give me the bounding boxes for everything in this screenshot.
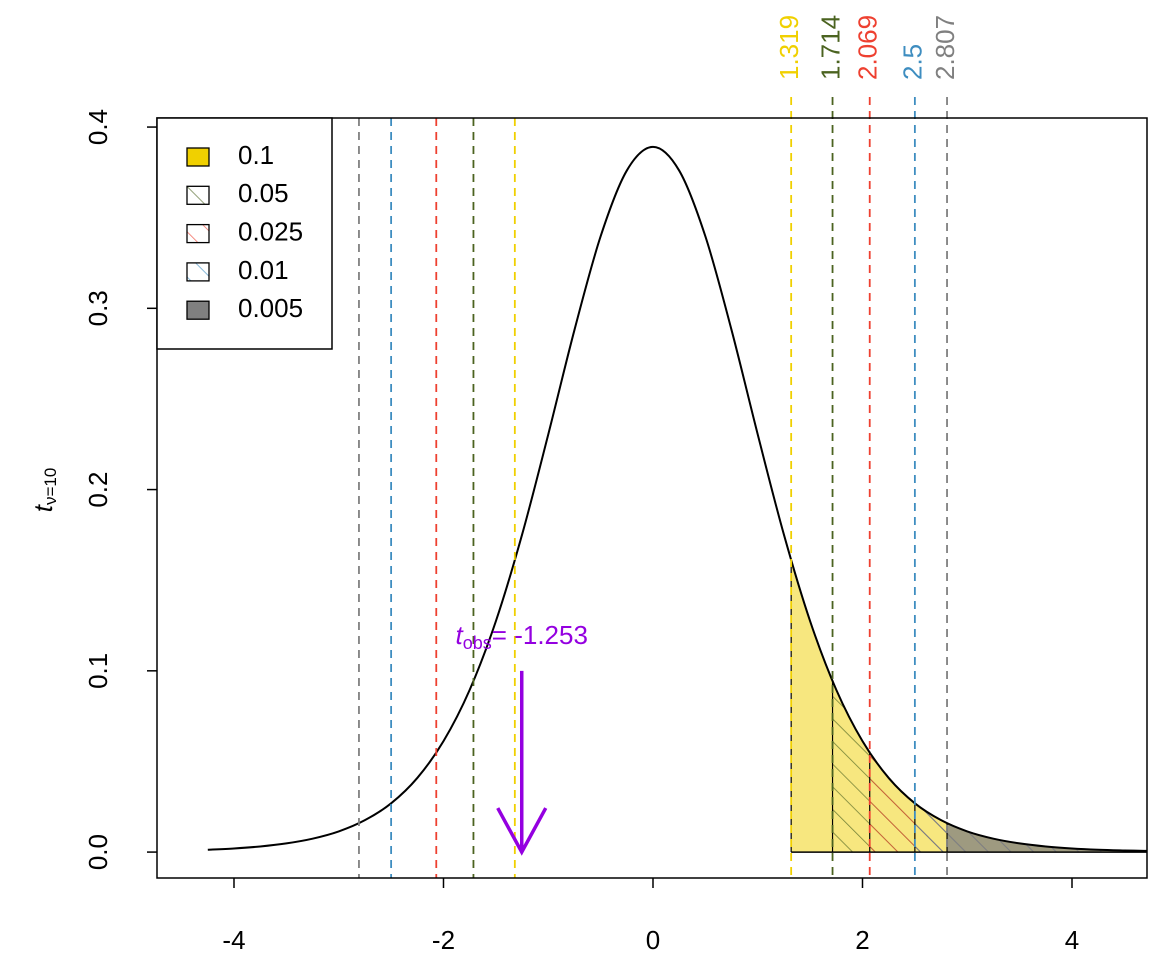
tail-region	[947, 822, 1147, 853]
y-tick-label: 0.1	[83, 653, 113, 689]
y-tick-label: 0.3	[83, 290, 113, 326]
observed-subscript: obs	[463, 633, 492, 653]
y-axis-label: tν=10	[28, 468, 61, 513]
legend-swatch	[186, 300, 210, 320]
y-tick-label: 0.0	[83, 834, 113, 870]
x-tick-label: 4	[1065, 925, 1079, 955]
observed-value: = -1.253	[492, 620, 588, 650]
density-curve	[207, 145, 1147, 852]
x-tick-label: 2	[855, 925, 869, 955]
legend-label: 0.01	[238, 255, 289, 285]
critical-label: 2.807	[930, 15, 960, 80]
critical-label: 1.714	[815, 15, 845, 80]
critical-label: 2.5	[898, 44, 928, 80]
legend-frame	[156, 117, 333, 350]
legend-swatch	[186, 223, 210, 244]
y-tick-label: 0.2	[83, 471, 113, 507]
plot-area	[207, 145, 1147, 853]
y-axis-symbol: t	[28, 503, 58, 512]
y-axis-subscript: ν=10	[41, 468, 60, 505]
plot-frame	[156, 117, 1148, 879]
legend-label: 0.025	[238, 216, 303, 246]
critical-label: 2.069	[853, 15, 883, 80]
legend-label: 0.1	[238, 140, 274, 170]
legend-swatch	[186, 262, 210, 282]
observed-arrowhead	[496, 807, 548, 856]
x-tick-label: -4	[222, 925, 245, 955]
legend-label: 0.005	[238, 293, 303, 323]
y-tick-label: 0.4	[83, 109, 113, 145]
legend-swatch	[186, 185, 210, 205]
critical-label: 1.319	[774, 15, 804, 80]
observed-label: tobs= -1.253	[456, 620, 588, 653]
legend-label: 0.05	[238, 178, 289, 208]
x-tick-label: -2	[432, 925, 455, 955]
observed-symbol: t	[456, 620, 465, 650]
legend-swatch	[186, 147, 210, 167]
x-tick-label: 0	[646, 925, 660, 955]
